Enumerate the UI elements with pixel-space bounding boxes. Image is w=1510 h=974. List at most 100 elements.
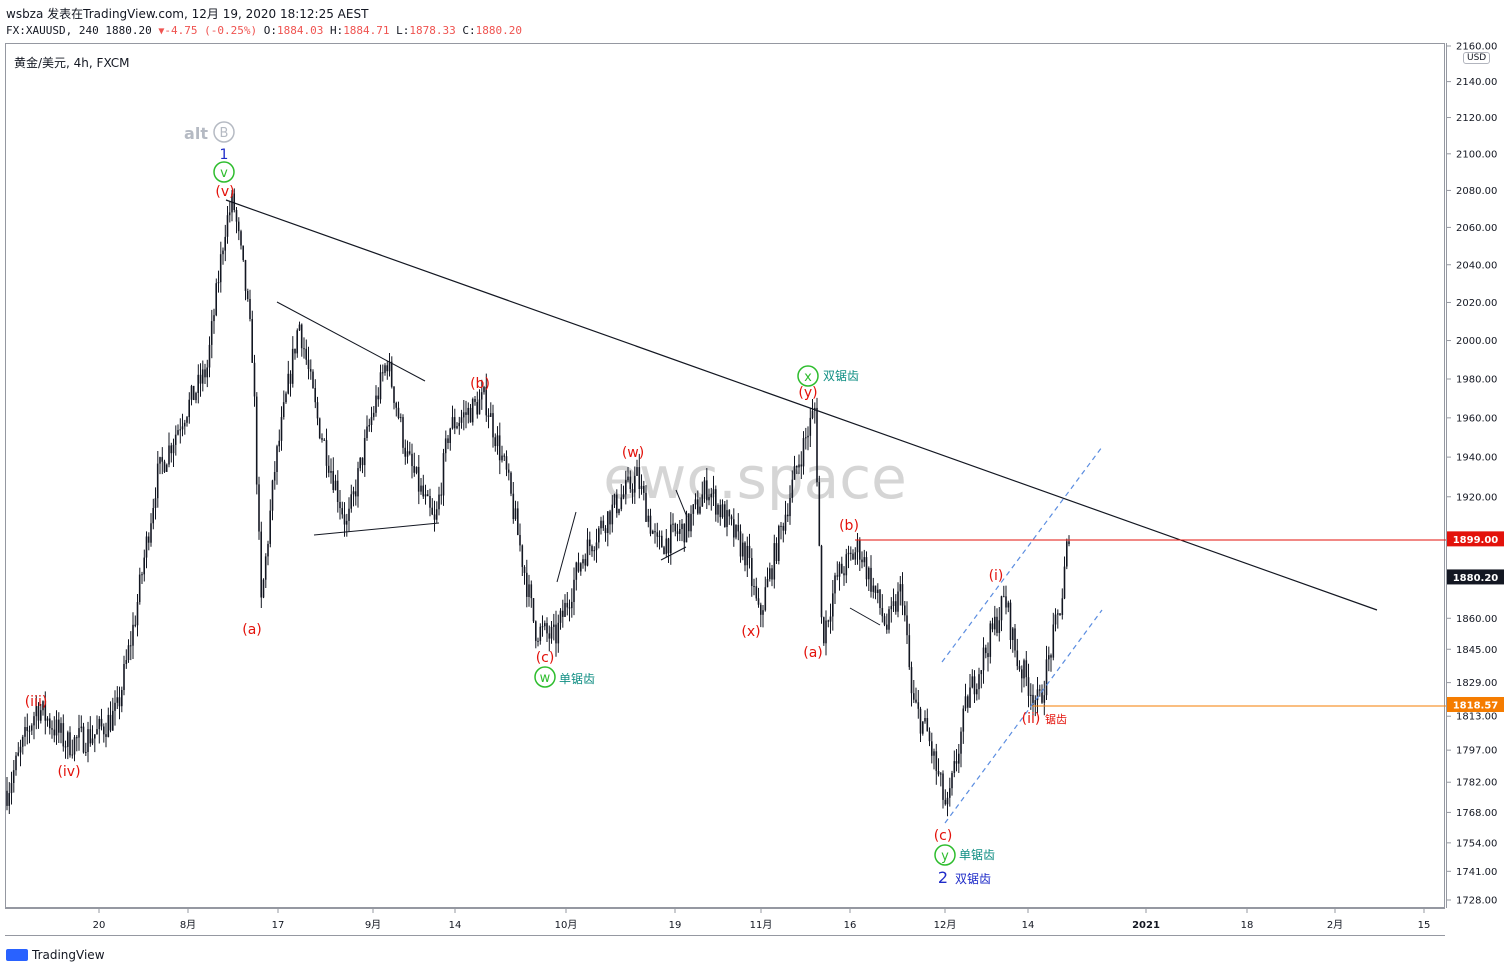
candle-body (397, 407, 400, 418)
candle-body (208, 344, 211, 368)
candle-body (163, 461, 166, 472)
candle-body (638, 467, 641, 489)
candle-body (480, 392, 483, 400)
candle-body (105, 734, 107, 737)
candle-body (564, 602, 566, 617)
candle-body (798, 464, 800, 468)
chart-title: 黄金/美元, 4h, FXCM (14, 56, 130, 70)
candle-body (694, 499, 697, 505)
candle-body (224, 236, 226, 251)
small-line-4 (849, 607, 881, 626)
candle-body (267, 543, 269, 557)
candle-body (976, 689, 978, 695)
candle-body (53, 729, 56, 736)
candle-body (285, 393, 287, 403)
candle-body (73, 737, 76, 755)
candle-body (703, 480, 706, 495)
candle-body (199, 374, 202, 384)
time-axis[interactable] (5, 908, 1445, 936)
candle-body (568, 607, 571, 609)
candle-body (679, 529, 681, 534)
candle-body (271, 480, 274, 511)
candle-body (807, 435, 809, 438)
candle-body (595, 542, 598, 551)
price-axis[interactable] (1446, 43, 1509, 908)
b1-label: (b) (470, 376, 490, 392)
candle-body (413, 466, 415, 473)
candle-body (76, 737, 78, 739)
candle-body (834, 575, 836, 594)
candle-body (940, 773, 942, 775)
candle-body (562, 610, 564, 617)
x-tick-label: 14 (449, 920, 462, 931)
candle-body (958, 753, 960, 764)
candle-body (249, 299, 251, 319)
candle-body (512, 493, 515, 520)
candle-body (1066, 541, 1068, 567)
candle-body (186, 417, 188, 423)
candle-body (289, 373, 292, 384)
candle-body (859, 540, 861, 560)
candle-body (897, 591, 899, 612)
candle-body (159, 457, 161, 464)
x-tick-label: 20 (93, 920, 106, 931)
candle-body (179, 429, 181, 431)
candle-body (96, 729, 98, 735)
candle-body (1054, 614, 1057, 625)
candle-body (739, 531, 742, 557)
candle-body (888, 609, 890, 630)
candle-body (476, 402, 478, 415)
candle-body (667, 538, 670, 554)
candle-body (474, 399, 476, 402)
candle-body (359, 457, 361, 469)
w-label: 单锯齿 (559, 671, 595, 686)
candle-body (100, 718, 103, 727)
candle-body (802, 438, 805, 467)
candle-body (926, 718, 929, 732)
candle-body (190, 385, 193, 400)
candle-body (708, 497, 710, 501)
candle-body (555, 624, 557, 644)
candle-body (816, 407, 818, 483)
candle-body (483, 386, 485, 393)
publish-info: wsbza 发表在TradingView.com, 12月 19, 2020 1… (6, 7, 369, 21)
y-tick-label: 2060.00 (1456, 223, 1497, 234)
candle-body (967, 696, 969, 708)
candle-body (62, 723, 65, 747)
candle-body (591, 546, 593, 552)
candle-body (852, 553, 854, 560)
candle-body (870, 567, 872, 592)
candle-body (877, 589, 879, 593)
candle-body (404, 447, 406, 457)
y-tick-label: 1754.00 (1456, 838, 1497, 849)
candle-body (643, 485, 645, 493)
candle-body (672, 523, 674, 525)
candle-body (955, 761, 958, 764)
currency-badge[interactable]: USD (1463, 52, 1491, 64)
candle-body (998, 620, 1001, 633)
candle-body (94, 734, 96, 739)
chart-pane[interactable] (5, 43, 1445, 908)
alt-b-circle (213, 121, 235, 143)
candle-body (625, 480, 627, 495)
y-tick-label: 2000.00 (1456, 336, 1497, 347)
candle-body (728, 510, 731, 517)
candle-body (773, 543, 776, 580)
x-tick-label: 9月 (365, 919, 381, 931)
candle-body (726, 510, 728, 528)
candle-body (856, 540, 859, 553)
down-arrow-icon: ▼ (158, 26, 165, 37)
candle-body (1043, 695, 1046, 703)
candle-body (881, 608, 884, 617)
y-tick-label: 1813.00 (1456, 712, 1497, 723)
candle-body (789, 498, 791, 517)
candle-body (850, 552, 852, 554)
candle-body (280, 417, 283, 441)
tradingview-logo[interactable]: TradingView (6, 948, 105, 962)
candle-body (125, 660, 128, 664)
candle-body (501, 455, 503, 461)
c2-label: (c) (934, 828, 953, 844)
candle-body (526, 572, 528, 597)
candle-body (300, 324, 303, 349)
candle-body (298, 324, 301, 331)
